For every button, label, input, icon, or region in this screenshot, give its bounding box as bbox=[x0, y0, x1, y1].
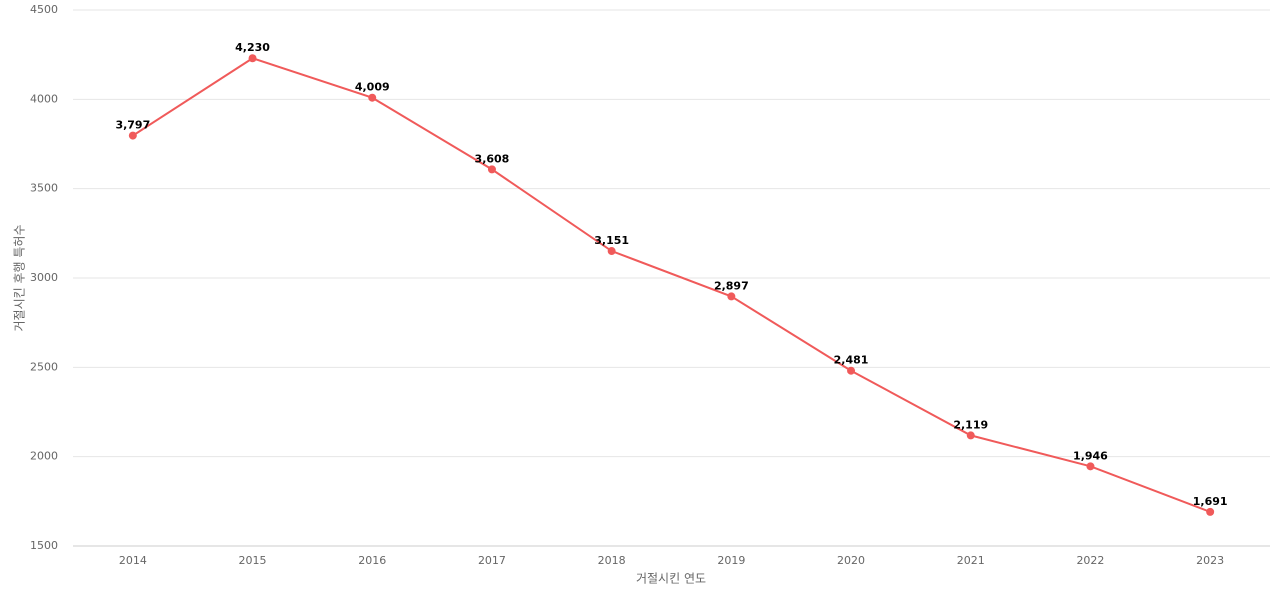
x-tick-label: 2015 bbox=[239, 554, 267, 567]
x-tick-label: 2016 bbox=[358, 554, 386, 567]
x-tick-label: 2017 bbox=[478, 554, 506, 567]
point bbox=[1086, 462, 1095, 471]
value-label: 2,897 bbox=[714, 279, 749, 292]
x-tick-label: 2022 bbox=[1076, 554, 1104, 567]
x-tick-label: 2019 bbox=[717, 554, 745, 567]
point bbox=[128, 131, 137, 140]
value-label: 2,119 bbox=[953, 418, 988, 431]
value-label: 1,946 bbox=[1073, 449, 1108, 462]
value-label: 2,481 bbox=[834, 354, 869, 367]
value-label: 4,009 bbox=[355, 81, 390, 94]
x-tick-label: 2014 bbox=[119, 554, 147, 567]
value-label: 1,691 bbox=[1193, 495, 1228, 508]
x-tick-label: 2021 bbox=[957, 554, 985, 567]
point bbox=[368, 93, 377, 102]
y-tick-label: 3000 bbox=[30, 271, 58, 284]
value-label: 3,151 bbox=[594, 234, 629, 247]
point bbox=[727, 292, 736, 301]
x-tick-label: 2023 bbox=[1196, 554, 1224, 567]
x-axis-label: 거절시킨 연도 bbox=[636, 572, 706, 586]
y-tick-label: 1500 bbox=[30, 539, 58, 552]
y-tick-label: 2000 bbox=[30, 450, 58, 463]
point bbox=[248, 54, 257, 63]
point bbox=[847, 366, 856, 375]
x-tick-label: 2018 bbox=[598, 554, 626, 567]
y-tick-label: 3500 bbox=[30, 182, 58, 195]
point bbox=[607, 247, 616, 256]
point bbox=[1206, 507, 1215, 516]
x-tick-label: 2020 bbox=[837, 554, 865, 567]
y-axis-label: 거절시킨 후행 특허수 bbox=[12, 225, 27, 332]
value-label: 3,608 bbox=[475, 152, 510, 165]
y-tick-label: 4500 bbox=[30, 3, 58, 16]
point bbox=[487, 165, 496, 174]
value-label: 3,797 bbox=[115, 119, 150, 132]
value-label: 4,230 bbox=[235, 41, 270, 54]
y-tick-label: 4000 bbox=[30, 92, 58, 105]
y-tick-label: 2500 bbox=[30, 360, 58, 373]
line bbox=[132, 57, 1211, 513]
point bbox=[966, 431, 975, 440]
